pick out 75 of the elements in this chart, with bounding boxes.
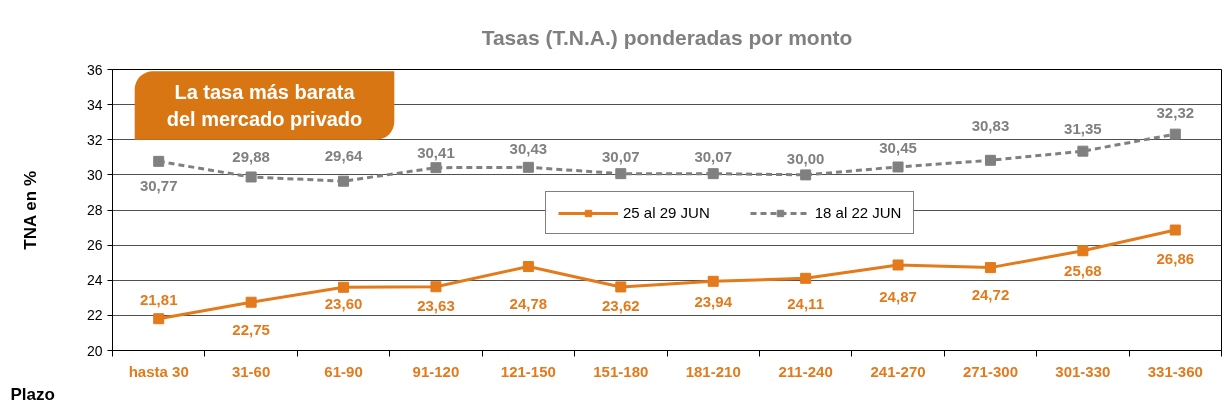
point: [1169, 224, 1181, 236]
x-tick-label: 271-300: [962, 362, 1018, 380]
point: [707, 275, 719, 287]
y-tick-label: 26: [86, 237, 103, 254]
data-label: 21,81: [139, 290, 178, 308]
point: [338, 175, 350, 187]
data-label: 30,41: [417, 143, 455, 161]
chart-title: Tasas (T.N.A.) ponderadas por monto: [481, 25, 853, 49]
data-label: 24,78: [509, 294, 548, 312]
data-label: 24,87: [879, 287, 917, 305]
point: [707, 168, 719, 180]
data-label: 25,68: [1064, 261, 1102, 279]
data-label: 30,45: [879, 138, 917, 156]
x-tick-label: 31-60: [231, 362, 271, 380]
data-label: 29,64: [324, 147, 363, 165]
data-label: 26,86: [1156, 250, 1195, 268]
y-tick-label: 34: [86, 96, 103, 113]
legend-label: 18 al 22 JUN: [814, 204, 902, 221]
x-tick-label: 91-120: [412, 362, 460, 380]
point: [245, 296, 257, 308]
point: [984, 154, 996, 166]
point: [153, 313, 165, 325]
point: [892, 161, 904, 173]
data-label: 23,63: [417, 296, 455, 314]
point: [1169, 128, 1181, 140]
legend-label: 25 al 29 JUN: [623, 204, 710, 221]
data-label: 30,77: [139, 177, 178, 195]
x-tick-label: 241-270: [870, 362, 926, 380]
data-label: 24,11: [787, 295, 824, 313]
data-label: 32,32: [1156, 104, 1195, 122]
point: [800, 169, 812, 181]
annotation: La tasa más barata del mercado privado: [166, 81, 363, 130]
y-tick-label: 30: [86, 166, 103, 183]
point: [892, 259, 904, 271]
data-label: 23,62: [602, 296, 640, 314]
point: [245, 171, 257, 183]
point: [430, 162, 442, 174]
y-tick-label: 32: [86, 131, 103, 148]
point: [615, 281, 627, 293]
x-tick-label: 121-150: [500, 362, 556, 380]
point: [800, 272, 812, 284]
data-label: 30,83: [971, 117, 1010, 135]
point: [1077, 245, 1089, 257]
data-label: 30,07: [694, 147, 732, 165]
x-axis-title: Plazo: [10, 384, 55, 403]
x-tick-label: hasta 30: [128, 362, 189, 380]
point: [153, 155, 165, 167]
point: [1077, 145, 1089, 157]
point: [338, 281, 350, 293]
y-axis-title: TNA en %: [20, 170, 40, 250]
data-label: 23,60: [324, 295, 363, 313]
point: [522, 261, 534, 273]
y-tick-label: 28: [86, 202, 103, 218]
x-tick-label: 181-210: [685, 362, 741, 380]
data-label: 30,00: [786, 149, 825, 167]
x-tick-label: 151-180: [593, 362, 649, 380]
point: [522, 161, 534, 173]
point: [430, 281, 442, 293]
x-tick-label: 211-240: [778, 362, 833, 380]
data-label: 22,75: [232, 321, 270, 339]
data-label: 29,88: [232, 147, 270, 165]
data-label: 23,94: [694, 293, 733, 311]
x-tick-label: 301-330: [1055, 362, 1111, 380]
data-label: 30,43: [509, 140, 548, 158]
x-tick-label: 331-360: [1147, 362, 1203, 380]
point: [615, 168, 627, 180]
point: [984, 262, 996, 274]
x-tick-label: 61-90: [324, 362, 363, 380]
y-tick-label: 22: [86, 307, 103, 324]
data-label: 30,07: [602, 147, 640, 165]
y-tick-label: 20: [86, 342, 103, 359]
y-tick-label: 36: [86, 61, 103, 78]
data-label: 24,72: [971, 285, 1010, 303]
y-tick-label: 24: [86, 272, 103, 289]
data-label: 31,35: [1064, 120, 1102, 138]
